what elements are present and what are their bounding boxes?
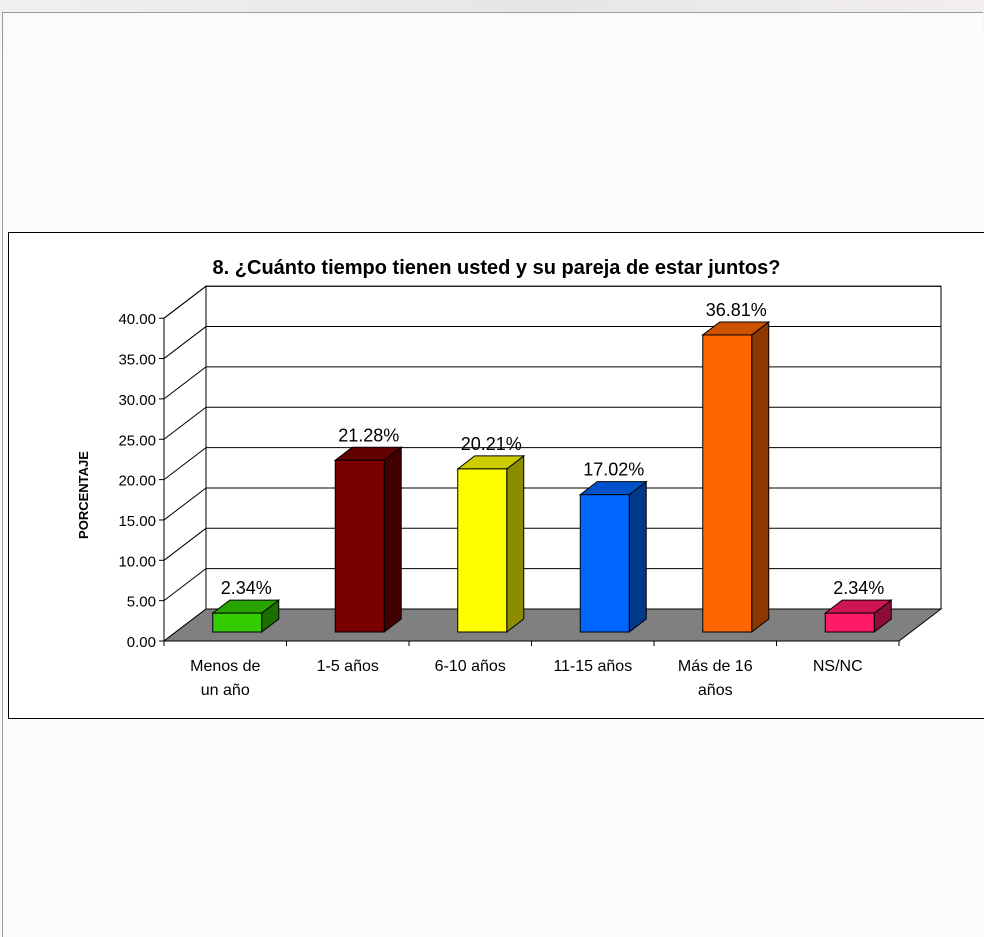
bar bbox=[457, 468, 508, 633]
bar bbox=[212, 612, 263, 633]
x-tick-label: NS/NC bbox=[813, 658, 863, 675]
bar bbox=[702, 334, 753, 633]
plot-floor bbox=[162, 608, 943, 642]
x-tick-label: Menos de bbox=[190, 658, 260, 675]
data-label: 20.21% bbox=[461, 434, 522, 454]
bar-side bbox=[383, 446, 402, 634]
bar bbox=[334, 459, 385, 633]
y-tick-label: 20.00 bbox=[118, 473, 156, 490]
y-tick-label: 30.00 bbox=[118, 392, 156, 409]
gridline bbox=[163, 527, 941, 561]
x-tick-label: un año bbox=[201, 682, 250, 699]
x-tick-label: años bbox=[698, 682, 733, 699]
y-tick-label: 15.00 bbox=[118, 513, 156, 530]
gridline bbox=[163, 406, 941, 440]
x-tick-label: Más de 16 bbox=[678, 658, 753, 675]
data-label: 17.02% bbox=[583, 460, 644, 480]
x-tick-label: 1-5 años bbox=[317, 658, 379, 675]
gridline bbox=[163, 326, 941, 359]
y-tick-label: 35.00 bbox=[118, 352, 156, 369]
gridline bbox=[163, 285, 941, 319]
bar-side bbox=[506, 454, 525, 634]
bar bbox=[579, 494, 630, 633]
y-tick-label: 5.00 bbox=[127, 594, 156, 611]
bar-side bbox=[628, 480, 647, 634]
y-tick-label: 0.00 bbox=[127, 634, 156, 651]
data-label: 36.81% bbox=[706, 300, 767, 320]
gridline bbox=[163, 487, 941, 521]
bar-chart: 0.00 5.00 10.00 15.00 20.00 25.00 30.00 35.00 40… bbox=[76, 285, 943, 699]
gridline bbox=[163, 568, 941, 602]
bar-side bbox=[751, 320, 770, 634]
gridline bbox=[163, 447, 941, 480]
chart-container: 8. ¿Cuánto tiempo tienen usted y su pare… bbox=[8, 232, 984, 719]
y-tick-label: 40.00 bbox=[118, 311, 156, 328]
data-label: 2.34% bbox=[833, 578, 884, 598]
data-label: 2.34% bbox=[221, 578, 272, 598]
y-tick-label: 25.00 bbox=[118, 432, 156, 449]
x-tick-label: 6-10 años bbox=[435, 658, 506, 675]
y-tick-label: 10.00 bbox=[118, 553, 156, 570]
bar bbox=[824, 612, 875, 633]
data-label: 21.28% bbox=[338, 425, 399, 445]
slide-top-decoration bbox=[0, 0, 984, 14]
chart-title: 8. ¿Cuánto tiempo tienen usted y su pare… bbox=[212, 257, 781, 279]
y-axis-title: PORCENTAJE bbox=[76, 451, 91, 539]
gridline bbox=[163, 366, 941, 400]
x-tick-label: 11-15 años bbox=[553, 658, 632, 675]
